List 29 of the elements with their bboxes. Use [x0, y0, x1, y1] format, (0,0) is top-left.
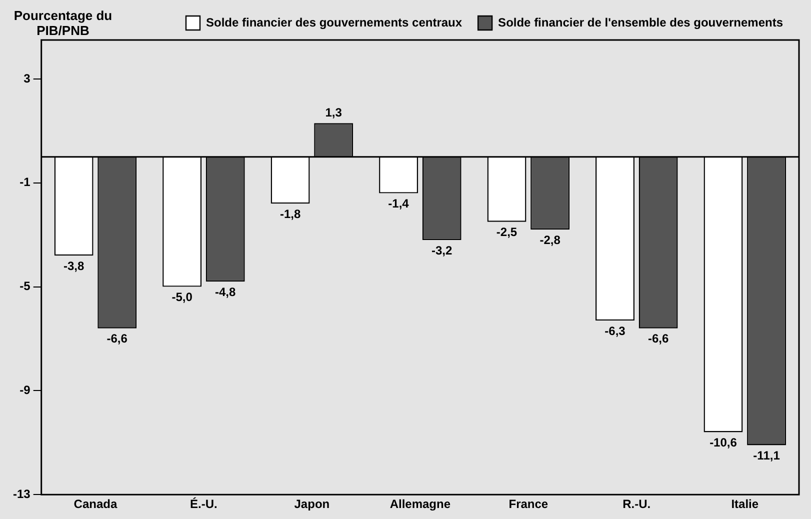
y-axis-title: Pourcentage du PIB/PNB: [12, 8, 114, 38]
y-tick-label: -5: [20, 279, 31, 294]
data-label: -10,6: [710, 436, 738, 450]
data-label: -6,3: [604, 324, 626, 338]
data-label: -11,1: [753, 448, 780, 463]
x-tick-label: Canada: [74, 497, 118, 512]
legend-label: Solde financier des gouvernements centraux: [206, 15, 462, 30]
data-label: -2,5: [496, 225, 518, 240]
data-label: -6,6: [648, 332, 669, 346]
data-label: -1,8: [280, 206, 301, 221]
data-label: -3,8: [63, 258, 84, 273]
x-tick-label: Italie: [731, 497, 759, 512]
data-label: -4,8: [215, 284, 236, 299]
data-label: -6,6: [106, 332, 128, 346]
x-tick-label: R.-U.: [622, 497, 651, 512]
y-tick-label: -1: [20, 175, 31, 190]
data-label: -5,0: [172, 290, 193, 304]
y-tick-label: -9: [20, 383, 31, 398]
x-tick-label: Allemagne: [390, 497, 451, 512]
legend-label: Solde financier de l'ensemble des gouvernements: [498, 15, 784, 30]
data-label: 1,3: [325, 105, 342, 120]
data-label: -3,2: [431, 243, 452, 258]
data-label: -2,8: [540, 232, 561, 247]
y-tick-label: -13: [13, 486, 31, 501]
x-tick-label: É.-U.: [190, 497, 218, 512]
data-label: -1,4: [388, 196, 410, 211]
x-tick-label: France: [508, 497, 548, 512]
y-tick-label: 3: [24, 71, 31, 86]
x-tick-label: Japon: [294, 497, 330, 512]
